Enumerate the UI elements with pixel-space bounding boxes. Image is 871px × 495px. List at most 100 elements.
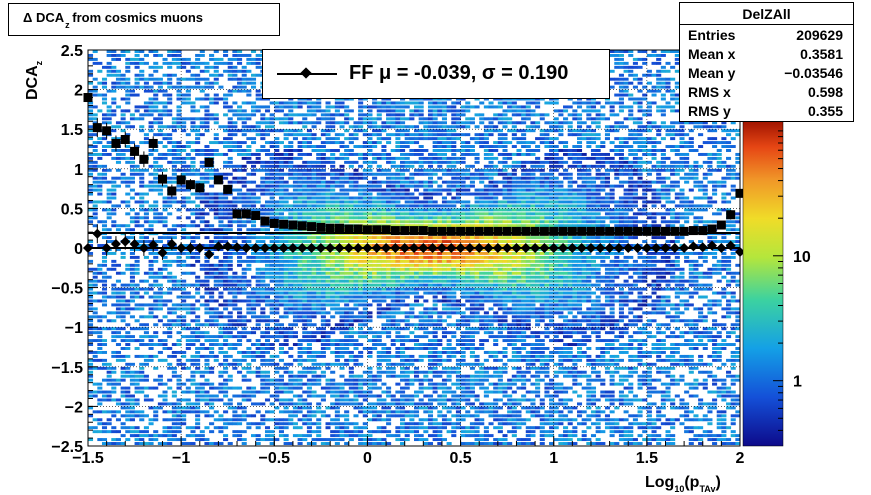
heatmap-cell — [227, 354, 233, 358]
heatmap-cell — [209, 240, 215, 244]
heatmap-cell — [88, 283, 94, 287]
heatmap-cell — [418, 422, 424, 426]
heatmap-cell — [264, 398, 271, 402]
heatmap-cell — [153, 160, 159, 164]
heatmap-cell — [97, 109, 103, 113]
heatmap-cell — [339, 176, 345, 180]
heatmap-cell — [311, 244, 317, 248]
heatmap-cell — [409, 414, 415, 418]
heatmap-cell — [111, 156, 117, 160]
heatmap-cell — [316, 422, 322, 426]
heatmap-cell — [334, 426, 340, 430]
heatmap-cell — [395, 291, 401, 295]
heatmap-cell — [227, 398, 233, 402]
heatmap-cell — [167, 402, 173, 406]
heatmap-cell — [232, 394, 238, 398]
heatmap-cell — [390, 398, 396, 402]
heatmap-cell — [237, 315, 243, 319]
heatmap-cell — [181, 295, 187, 299]
heatmap-cell — [129, 176, 135, 180]
heatmap-cell — [320, 168, 326, 172]
heatmap-cell — [232, 434, 238, 438]
heatmap-cell — [139, 335, 145, 339]
heatmap-cell — [372, 386, 378, 390]
heatmap-cell — [232, 358, 238, 362]
heatmap-cell — [115, 224, 121, 228]
heatmap-cell — [372, 430, 378, 434]
heatmap-cell — [404, 430, 410, 434]
heatmap-cell — [167, 141, 173, 145]
heatmap-cell — [278, 402, 284, 406]
heatmap-cell — [120, 97, 126, 101]
heatmap-cell — [311, 101, 317, 105]
heatmap-cell — [311, 315, 317, 319]
heatmap-cell — [292, 192, 298, 196]
heatmap-cell — [390, 255, 396, 259]
heatmap-cell — [348, 422, 354, 426]
heatmap-cell — [409, 172, 415, 176]
heatmap-cell — [325, 180, 331, 184]
heatmap-cell — [381, 283, 387, 287]
heatmap-cell — [148, 442, 154, 446]
heatmap-cell — [181, 244, 187, 248]
heatmap-cell — [204, 117, 210, 121]
heatmap-cell — [311, 125, 317, 129]
heatmap-cell — [237, 224, 243, 228]
heatmap-cell — [320, 323, 326, 327]
heatmap-cell — [260, 354, 266, 358]
heatmap-cell — [395, 339, 401, 343]
heatmap-cell — [162, 267, 168, 271]
heatmap-cell — [297, 438, 303, 442]
heatmap-cell — [246, 303, 252, 307]
heatmap-cell — [297, 101, 303, 105]
heatmap-cell — [134, 434, 140, 438]
heatmap-cell — [162, 109, 168, 113]
heatmap-cell — [283, 145, 289, 149]
heatmap-cell — [190, 442, 196, 446]
heatmap-cell — [181, 398, 187, 402]
heatmap-cell — [153, 434, 159, 438]
heatmap-cell — [404, 434, 410, 438]
heatmap-cell — [344, 263, 350, 267]
heatmap-cell — [330, 434, 336, 438]
heatmap-cell — [376, 244, 382, 248]
heatmap-cell — [190, 295, 196, 299]
heatmap-cell — [390, 410, 396, 414]
heatmap-cell — [139, 224, 145, 228]
heatmap-cell — [190, 236, 196, 240]
heatmap-cell — [153, 354, 159, 358]
heatmap-cell — [297, 156, 303, 160]
heatmap-cell — [227, 442, 233, 446]
heatmap-cell — [125, 398, 131, 402]
heatmap-cell — [125, 204, 131, 208]
heatmap-cell — [255, 434, 261, 438]
heatmap-cell — [241, 73, 247, 77]
heatmap-cell — [153, 406, 159, 410]
heatmap-cell — [101, 255, 108, 259]
heatmap-cell — [302, 263, 308, 267]
heatmap-cell — [88, 200, 94, 204]
heatmap-cell — [278, 303, 284, 307]
heatmap-cell — [372, 255, 378, 259]
heatmap-cell — [120, 339, 126, 343]
heatmap-cell — [320, 354, 326, 358]
heatmap-cell — [125, 331, 131, 335]
heatmap-cell — [320, 160, 326, 164]
heatmap-cell — [306, 386, 312, 390]
heatmap-cell — [274, 149, 280, 152]
heatmap-cell — [241, 164, 247, 168]
heatmap-cell — [120, 149, 126, 152]
heatmap-cell — [404, 339, 410, 343]
heatmap-cell — [209, 263, 215, 267]
heatmap-cell — [167, 430, 173, 434]
heatmap-cell — [246, 414, 252, 418]
heatmap-cell — [223, 267, 229, 271]
heatmap-cell — [111, 430, 117, 434]
heatmap-cell — [288, 192, 294, 196]
heatmap-cell — [88, 81, 94, 85]
heatmap-cell — [251, 422, 257, 426]
heatmap-cell — [120, 299, 126, 303]
heatmap-cell — [302, 145, 308, 149]
heatmap-cell — [288, 176, 294, 180]
heatmap-cell — [241, 267, 247, 271]
